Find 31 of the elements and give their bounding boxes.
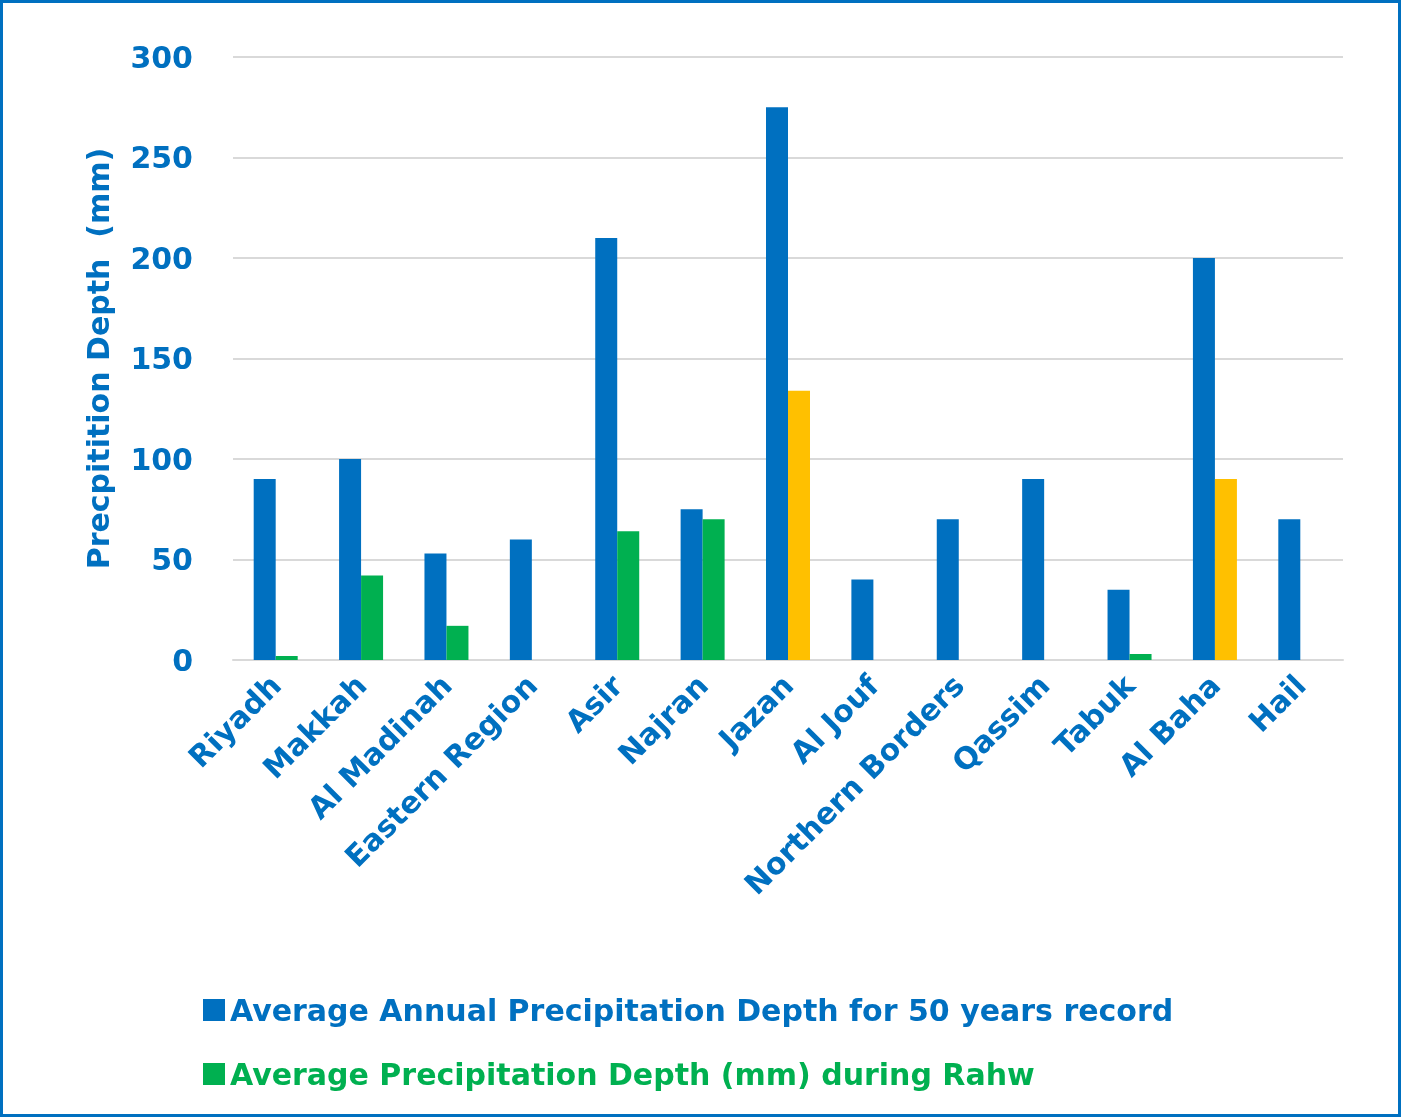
bar (339, 459, 362, 660)
bar (595, 237, 618, 660)
bar (1129, 653, 1152, 660)
bar (424, 553, 447, 660)
bar (446, 625, 469, 660)
bar (361, 575, 384, 660)
bar (766, 107, 788, 660)
y-tick-label: 300 (130, 39, 193, 75)
y-tick-label: 150 (130, 341, 193, 376)
y-tick-label: 0 (172, 642, 193, 678)
bar (253, 479, 276, 660)
y-tick-label: 50 (151, 542, 193, 577)
bar (702, 519, 725, 660)
bar (1107, 589, 1130, 660)
legend-label: Average Annual Precipitation Depth for 50 years record (230, 992, 1174, 1028)
bar (1214, 479, 1237, 660)
y-tick-label: 250 (130, 140, 193, 175)
bar (617, 531, 640, 660)
bar (1022, 479, 1045, 660)
bar (680, 509, 703, 660)
y-axis-title: Precpitition Depth (mm) (80, 147, 116, 570)
legend-label: Average Precipitation Depth (mm) during Rahw (230, 1056, 1035, 1092)
bar (509, 539, 532, 660)
y-tick-label: 200 (130, 240, 193, 276)
bar (788, 390, 810, 660)
bar (1192, 258, 1215, 660)
bar (1278, 519, 1301, 660)
bar (936, 519, 959, 660)
bar (851, 579, 874, 660)
y-tick-label: 100 (130, 441, 193, 477)
bar (275, 655, 298, 660)
